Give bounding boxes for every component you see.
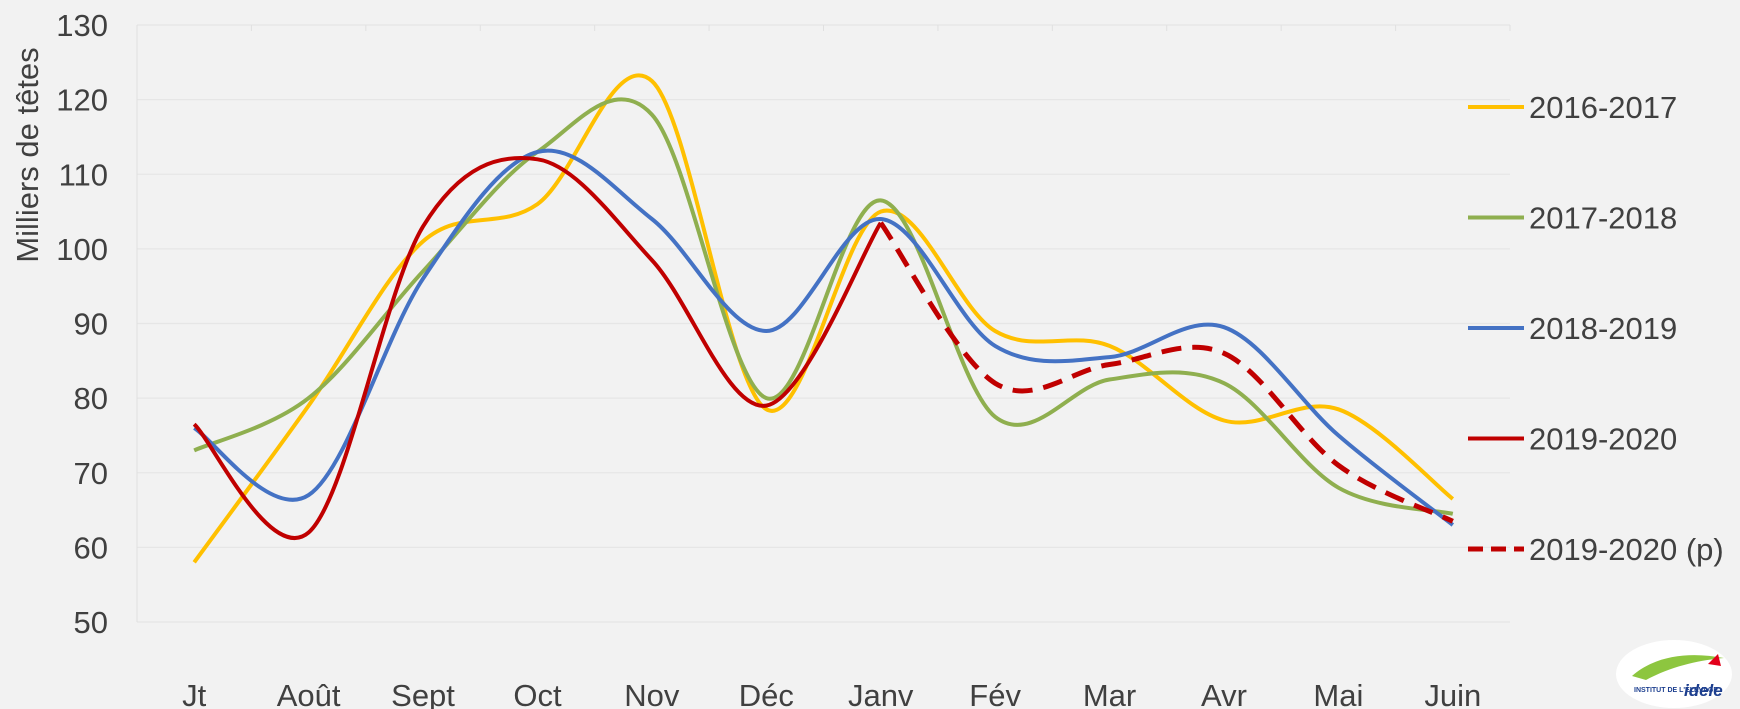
y-axis-ticks: 50 60 70 80 90 100 110 120 130 [56,8,108,640]
legend-label: 2016-2017 [1529,90,1677,125]
x-tick-label: Avr [1201,678,1247,709]
series-line-2017-2018 [193,97,1454,516]
x-tick-label: Août [277,678,341,709]
y-tick-label: 130 [56,8,108,43]
logo-caption: INSTITUT DE L'ÉLEVAGE [1634,685,1718,694]
y-tick-label: 80 [74,381,108,416]
logo-brand: idele [1684,681,1723,700]
x-tick-label: Sept [391,678,455,709]
y-tick-label: 70 [74,456,108,491]
x-tick-label: Déc [739,678,794,709]
y-axis-title: Milliers de têtes [10,47,45,262]
series-line-2018-2019 [193,148,1455,527]
series-line-2019-2020-p [878,221,1454,524]
x-tick-label: Jt [182,678,207,709]
x-tick-label: Oct [513,678,562,709]
x-tick-label: Nov [624,678,680,709]
y-tick-label: 120 [56,83,108,118]
x-tick-label: Janv [848,678,914,709]
legend-label: 2017-2018 [1529,201,1677,236]
legend-label: 2019-2020 [1529,422,1677,457]
series-line-2019-2020 [192,155,883,540]
y-tick-label: 60 [74,530,108,565]
x-tick-label: Mai [1313,678,1363,709]
x-tick-label: Fév [969,678,1021,709]
y-tick-label: 90 [74,307,108,342]
x-tick-label: Mar [1083,678,1136,709]
legend: 2016-2017 2017-2018 2018-2019 2019-2020 2019… [1468,90,1724,567]
legend-label: 2018-2019 [1529,311,1677,346]
y-tick-label: 50 [74,605,108,640]
y-tick-label: 110 [59,157,108,192]
series-lines [192,73,1455,564]
x-axis-ticks: Jt Août Sept Oct Nov Déc Janv Fév Mar Avr Mai Juin [182,678,1481,709]
x-tick-label: Juin [1424,678,1481,709]
legend-label: 2019-2020 (p) [1529,532,1724,567]
idele-logo: INSTITUT DE L'ÉLEVAGE idele [1616,640,1732,708]
y-tick-label: 100 [56,232,108,267]
